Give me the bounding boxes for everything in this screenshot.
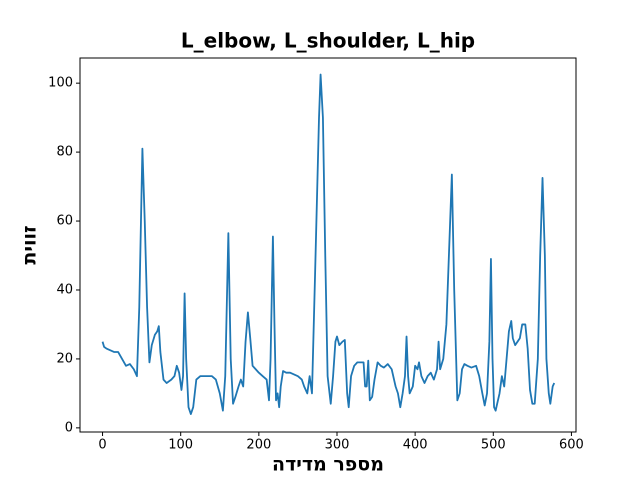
y-tick-label: 80: [56, 145, 73, 160]
x-tick-label: 400: [403, 438, 428, 453]
x-tick-label: 100: [168, 438, 193, 453]
x-tick-label: 600: [559, 438, 584, 453]
chart-title: L_elbow, L_shoulder, L_hip: [181, 29, 475, 53]
x-tick-label: 0: [98, 438, 106, 453]
y-tick-label: 20: [56, 351, 73, 366]
x-tick-label: 200: [246, 438, 271, 453]
y-tick-label: 40: [56, 282, 73, 297]
x-tick-label: 300: [325, 438, 350, 453]
plot-frame: [79, 57, 577, 433]
y-tick-label: 100: [48, 76, 73, 91]
y-tick-label: 60: [56, 214, 73, 229]
y-axis-label: זווית: [19, 225, 41, 264]
x-tick-label: 500: [481, 438, 506, 453]
data-line: [101, 73, 556, 415]
y-tick-label: 0: [65, 420, 73, 435]
x-axis-label: מספר מדידה: [272, 454, 384, 476]
